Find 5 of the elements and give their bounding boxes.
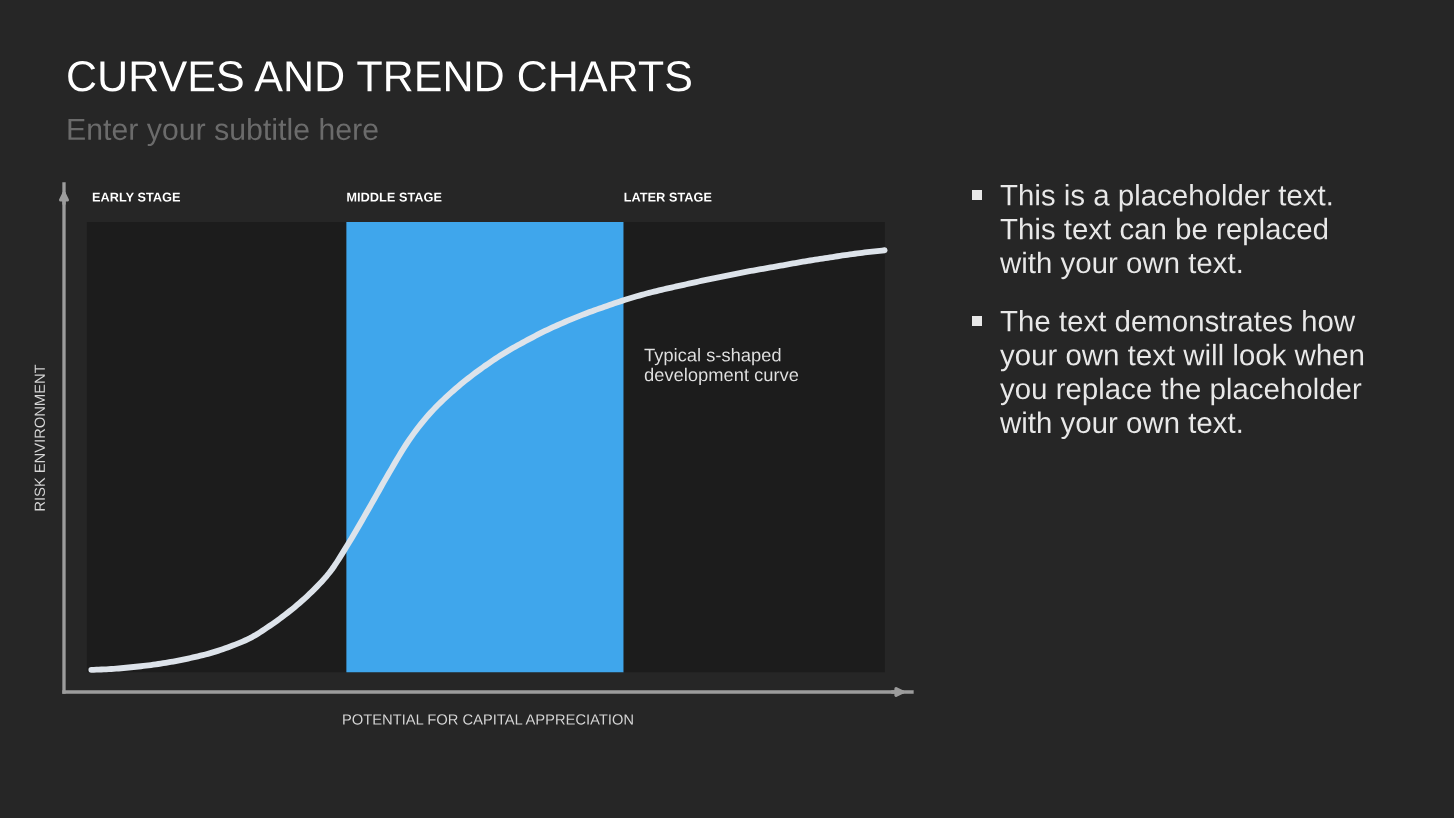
chart-title: CURVES AND TREND CHARTS: [68, 61, 691, 92]
chart-subtitle: Enter your subtitle here: [68, 117, 378, 147]
annotation: Typical s-shaped development curve: [644, 348, 799, 385]
text: The text demonstrates how your own text will look when you replace the placeholder with your own text.: [999, 310, 1364, 439]
text: This is a placeholder text. This text can be replaced with your own text.: [999, 184, 1332, 280]
